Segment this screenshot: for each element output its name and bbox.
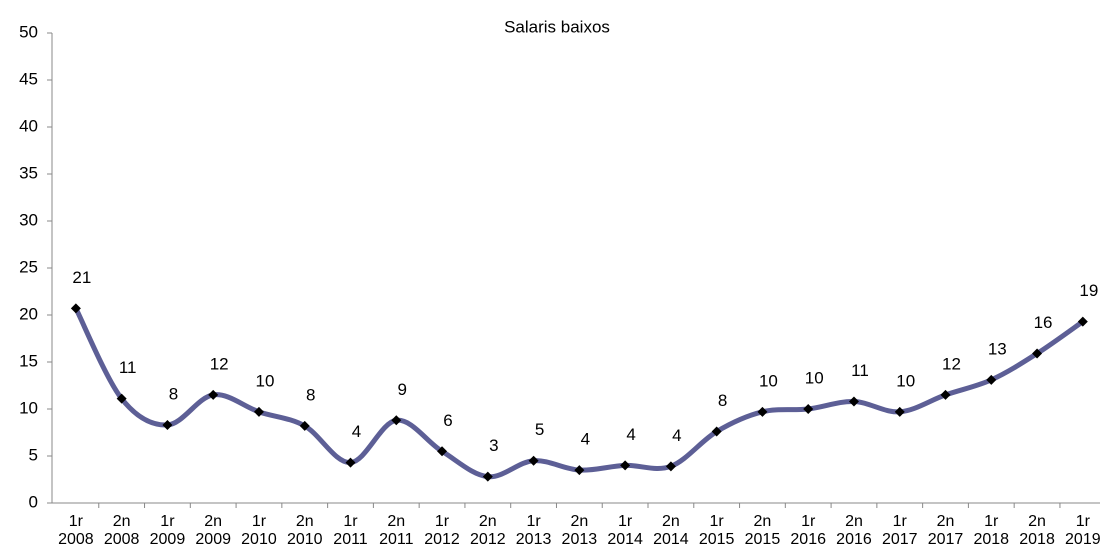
y-tick-label: 45 [19,69,38,88]
x-tick-label: 1r 2016 [790,513,826,548]
data-label: 12 [942,354,961,373]
data-label: 4 [581,430,590,449]
marker [1077,316,1088,327]
y-tick-label: 10 [19,398,38,417]
marker [620,460,631,471]
x-tick-label: 1r 2012 [424,513,460,548]
x-tick-label: 2n 2013 [561,513,598,548]
data-label: 4 [672,426,681,445]
x-tick-label: 1r 2015 [698,513,735,548]
x-tick-label: 2n 2009 [195,513,231,548]
marker [208,389,219,400]
marker [528,455,539,466]
x-tick-label: 1r 2008 [58,513,94,548]
marker [894,406,905,417]
data-label: 10 [805,368,824,387]
marker [299,420,310,431]
data-label: 3 [489,436,498,455]
x-tick-label: 2n 2015 [744,513,781,548]
x-tick-label: 1r 2010 [241,513,277,548]
data-label: 8 [306,385,315,404]
x-tick-label: 1r 2018 [973,513,1010,548]
x-tick-label: 2n 2012 [470,513,506,548]
line [73,307,1085,480]
data-label: 6 [443,411,452,430]
data-label: 10 [256,371,275,390]
x-tick-label: 1r 2013 [515,513,552,548]
marker [665,461,676,472]
x-tick-label: 2n 2016 [836,513,872,548]
marker [757,406,768,417]
data-label: 11 [851,361,869,380]
data-label: 16 [1034,313,1053,332]
x-tick-label: 2n 2017 [927,513,964,548]
marker [70,303,81,314]
x-tick-label: 1r 2014 [607,513,643,548]
data-label: 11 [119,358,137,377]
marker [162,419,173,430]
data-label: 12 [210,354,229,373]
data-label: 4 [352,422,361,441]
marker [848,396,859,407]
y-tick-label: 15 [19,351,38,370]
x-tick-label: 1r 2017 [881,513,918,548]
data-label: 9 [398,380,407,399]
y-tick-label: 30 [19,210,38,229]
chart-title: Salaris baixos [504,17,610,36]
marker [482,471,493,482]
x-tick-label: 1r 2019 [1065,513,1101,548]
x-tick-label: 2n 2014 [653,513,689,548]
y-tick-label: 35 [19,163,38,182]
y-tick-label: 5 [29,445,38,464]
x-tick-label: 2n 2011 [379,513,414,548]
marker [1032,348,1043,359]
y-tick-label: 25 [19,257,38,276]
marker [803,404,814,414]
marker [940,389,951,400]
data-label: 5 [535,420,544,439]
data-label: 19 [1079,281,1098,300]
marker [391,415,402,426]
data-label: 4 [626,425,635,444]
data-label: 8 [718,391,727,410]
marker [574,465,585,476]
marker [345,457,356,468]
x-tick-label: 2n 2008 [103,513,140,548]
y-tick-label: 40 [19,116,38,135]
y-tick-label: 50 [19,22,38,41]
y-tick-label: 20 [19,304,38,323]
marker [116,393,127,404]
marker [253,406,264,417]
x-tick-label: 2n 2010 [286,513,323,548]
x-tick-label: 1r 2011 [333,513,368,548]
marker [986,374,997,385]
data-label: 21 [72,268,91,287]
data-label: 13 [988,339,1007,358]
x-tick-label: 2n 2018 [1019,513,1055,548]
data-label: 10 [896,371,915,390]
marker [711,426,722,437]
marker [437,446,448,457]
data-label: 10 [759,371,778,390]
y-tick-label: 0 [29,492,38,511]
x-tick-label: 1r 2009 [149,513,186,548]
data-label: 8 [169,384,178,403]
